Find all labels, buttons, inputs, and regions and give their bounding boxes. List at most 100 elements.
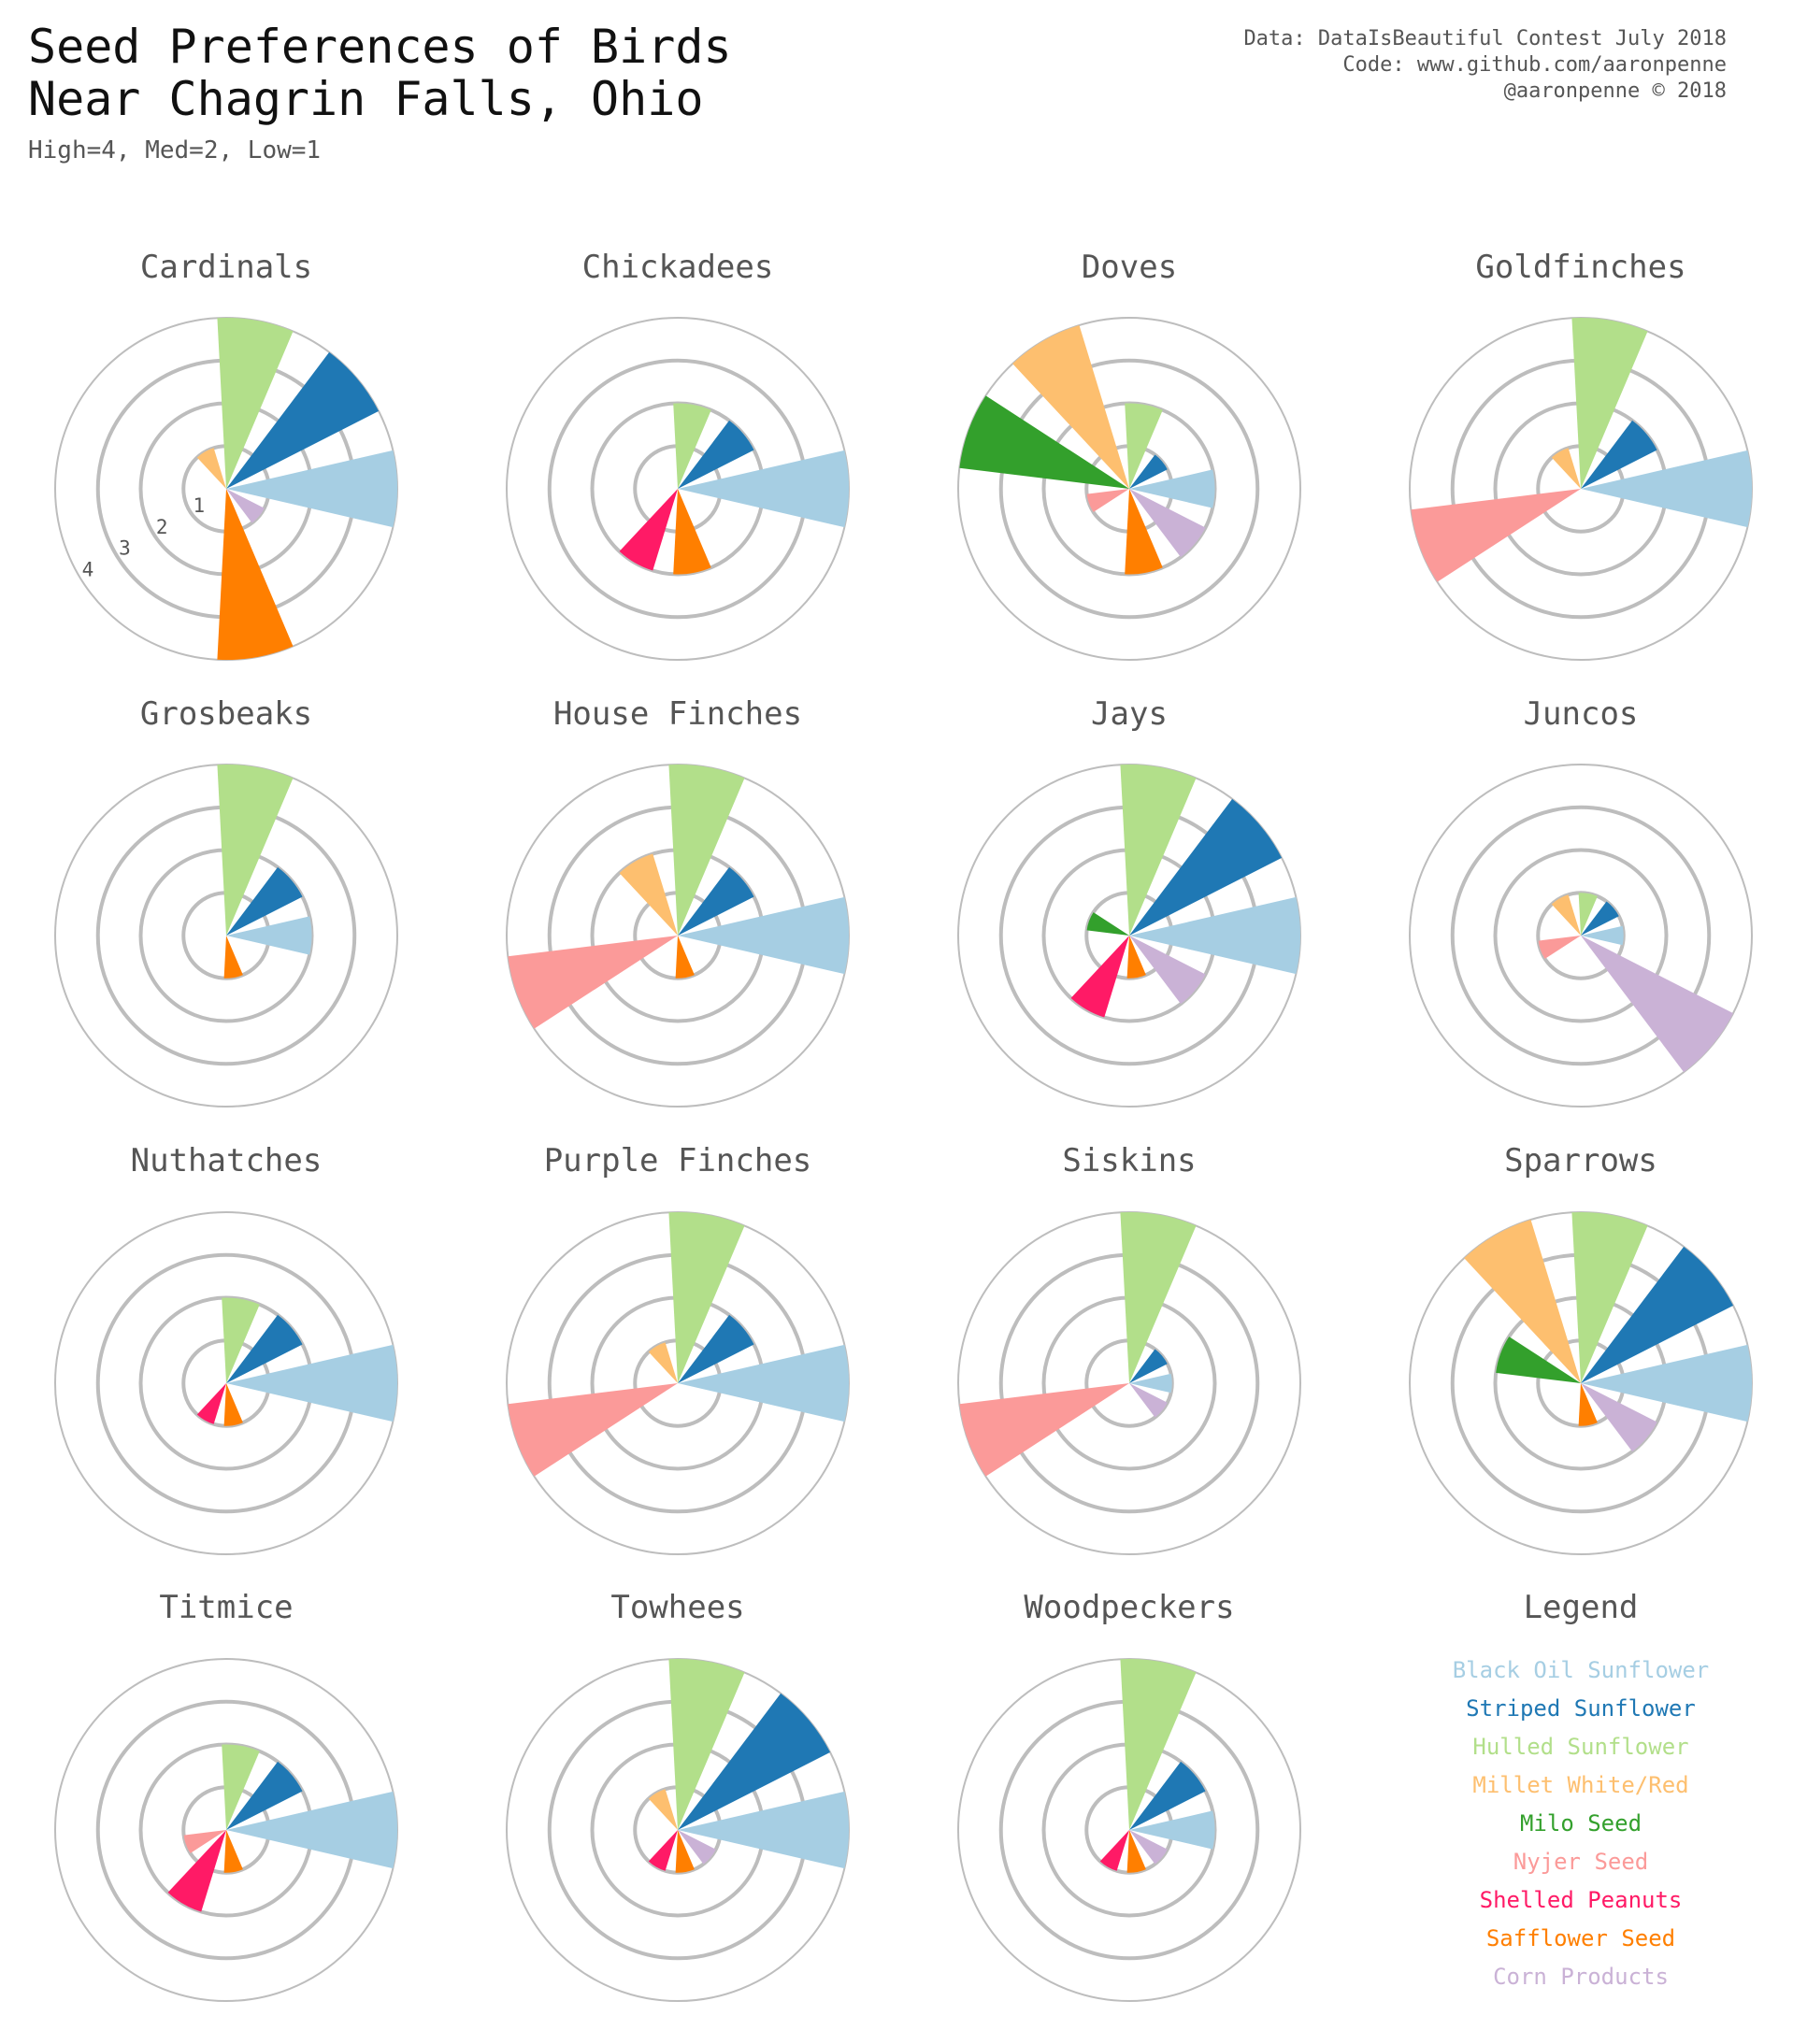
bar-doves-millet-white-red (1012, 325, 1129, 489)
bar-sparrows-safflower-seed (1578, 1383, 1598, 1426)
bar-nuthatches-hulled-sunflower (222, 1297, 260, 1383)
polar-chart-goldfinches: Goldfinches (1409, 249, 1753, 661)
bar-sparrows-milo-seed (1496, 1336, 1581, 1383)
polar-chart-woodpeckers: Woodpeckers (957, 1589, 1301, 2002)
chart-title-juncos: Juncos (1524, 695, 1639, 733)
bar-woodpeckers-safflower-seed (1126, 1830, 1146, 1873)
bar-jays-milo-seed (1086, 912, 1129, 936)
polar-chart-chickadees: Chickadees (506, 249, 850, 661)
bar-towhees-shelled-peanuts (648, 1830, 678, 1871)
credit-code-link: Code: www.github.com/aaronpenne (1342, 53, 1727, 77)
bar-sparrows-millet-white-red (1464, 1220, 1581, 1383)
chart-title-cardinals: Cardinals (140, 249, 312, 286)
bar-cardinals-striped-sunflower (226, 351, 380, 489)
legend-item-shelled-peanuts: Shelled Peanuts (1480, 1887, 1683, 1913)
ring-label-4: 4 (82, 559, 94, 581)
chart-title-grosbeaks: Grosbeaks (140, 695, 312, 733)
bar-doves-black-oil-sunflower (1129, 469, 1215, 508)
bar-titmice-shelled-peanuts (167, 1830, 226, 1912)
chart-title-goldfinches: Goldfinches (1475, 249, 1685, 286)
bar-titmice-hulled-sunflower (222, 1744, 260, 1830)
bar-titmice-black-oil-sunflower (226, 1791, 398, 1869)
bar-jays-striped-sunflower (1129, 798, 1283, 936)
polar-chart-grosbeaks: Grosbeaks (54, 695, 398, 1108)
chart-title-chickadees: Chickadees (582, 249, 774, 286)
bar-sparrows-corn-products (1581, 1383, 1657, 1452)
bar-cardinals-millet-white-red (196, 448, 226, 489)
polar-chart-doves: Doves (957, 249, 1301, 661)
bar-goldfinches-hulled-sunflower (1571, 317, 1648, 489)
bar-sparrows-striped-sunflower (1581, 1246, 1734, 1383)
bar-towhees-safflower-seed (675, 1830, 695, 1873)
bar-house-finches-hulled-sunflower (668, 764, 745, 936)
bar-titmice-striped-sunflower (226, 1761, 303, 1830)
bar-juncos-striped-sunflower (1581, 901, 1619, 936)
bar-nuthatches-shelled-peanuts (196, 1383, 226, 1424)
bar-doves-safflower-seed (1125, 489, 1163, 575)
bar-house-finches-striped-sunflower (678, 866, 754, 936)
polar-chart-siskins: Siskins (957, 1142, 1301, 1555)
bar-towhees-hulled-sunflower (668, 1658, 745, 1830)
bar-titmice-safflower-seed (223, 1830, 243, 1873)
bar-doves-hulled-sunflower (1125, 403, 1163, 489)
polar-chart-cardinals: Cardinals 1 2 3 4 (54, 249, 398, 661)
bar-doves-corn-products (1129, 489, 1206, 558)
chart-title-jays: Jays (1091, 695, 1168, 733)
bar-doves-nyjer-seed (1086, 489, 1129, 512)
legend-item-hulled-sunflower: Hulled Sunflower (1472, 1734, 1688, 1760)
ring-label-3: 3 (119, 537, 131, 560)
credits-block: Data: DataIsBeautiful Contest July 2018 … (1243, 26, 1727, 105)
bar-juncos-nyjer-seed (1538, 936, 1581, 959)
bar-nuthatches-safflower-seed (223, 1383, 243, 1426)
chart-title-house-finches: House Finches (553, 695, 802, 733)
bar-juncos-corn-products (1581, 936, 1734, 1073)
bar-cardinals-corn-products (226, 489, 265, 523)
bar-woodpeckers-striped-sunflower (1129, 1761, 1206, 1830)
bar-house-finches-nyjer-seed (508, 936, 678, 1029)
polar-chart-towhees: Towhees (506, 1589, 850, 2002)
legend-item-corn-products: Corn Products (1493, 1964, 1669, 1990)
bar-purple-finches-striped-sunflower (678, 1314, 754, 1383)
bar-house-finches-black-oil-sunflower (678, 896, 850, 975)
bar-towhees-black-oil-sunflower (678, 1791, 850, 1869)
chart-title-towhees: Towhees (610, 1589, 744, 1626)
bar-siskins-hulled-sunflower (1120, 1211, 1197, 1383)
bar-jays-corn-products (1129, 936, 1206, 1005)
grid-ring (1493, 848, 1669, 1023)
bar-juncos-hulled-sunflower (1578, 893, 1598, 936)
bar-siskins-black-oil-sunflower (1129, 1373, 1172, 1394)
bar-doves-milo-seed (959, 395, 1129, 489)
bar-jays-safflower-seed (1126, 936, 1146, 979)
bar-sparrows-black-oil-sunflower (1581, 1344, 1753, 1422)
chart-title-purple-finches: Purple Finches (544, 1142, 812, 1179)
chart-title-titmice: Titmice (159, 1589, 293, 1626)
bar-jays-hulled-sunflower (1120, 764, 1197, 936)
polar-chart-sparrows: Sparrows (1409, 1142, 1753, 1555)
grid-ring (998, 358, 1260, 620)
chart-title-woodpeckers: Woodpeckers (1024, 1589, 1234, 1626)
bar-siskins-nyjer-seed (959, 1383, 1129, 1477)
bar-towhees-millet-white-red (648, 1789, 678, 1830)
bar-jays-shelled-peanuts (1070, 936, 1129, 1018)
bar-woodpeckers-black-oil-sunflower (1129, 1810, 1215, 1850)
bar-titmice-nyjer-seed (183, 1830, 226, 1853)
bar-grosbeaks-black-oil-sunflower (226, 916, 312, 955)
grid-ring (1041, 401, 1217, 577)
bar-house-finches-safflower-seed (675, 936, 695, 979)
bar-house-finches-millet-white-red (619, 853, 678, 936)
bar-grosbeaks-hulled-sunflower (217, 764, 294, 936)
bar-doves-striped-sunflower (1129, 454, 1168, 489)
bar-jays-black-oil-sunflower (1129, 896, 1301, 975)
ring-label-1: 1 (193, 494, 205, 517)
bar-sparrows-hulled-sunflower (1571, 1211, 1648, 1383)
bar-cardinals-safflower-seed (217, 489, 294, 661)
bar-woodpeckers-shelled-peanuts (1099, 1830, 1129, 1871)
chart-title-nuthatches: Nuthatches (131, 1142, 323, 1179)
polar-chart-juncos: Juncos (1409, 695, 1753, 1108)
polar-chart-house-finches: House Finches (506, 695, 850, 1108)
legend-item-black-oil-sunflower: Black Oil Sunflower (1453, 1657, 1710, 1683)
legend-item-millet-white-red: Millet White/Red (1472, 1772, 1688, 1798)
bar-goldfinches-black-oil-sunflower (1581, 450, 1753, 528)
page-subtitle: High=4, Med=2, Low=1 (28, 136, 322, 164)
